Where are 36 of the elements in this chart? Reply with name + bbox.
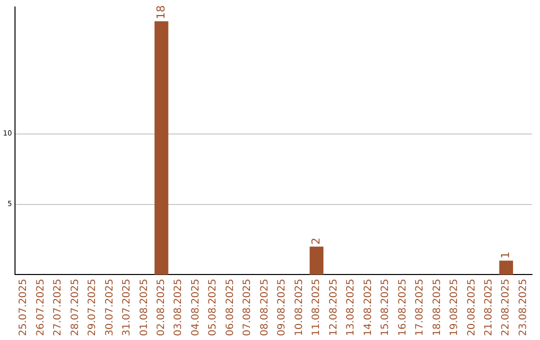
x-tick-label: 16.08.2025	[397, 278, 408, 336]
x-tick-label: 06.08.2025	[224, 278, 236, 336]
x-tick-label: 04.08.2025	[190, 278, 202, 336]
x-tick-label: 15.08.2025	[380, 278, 392, 336]
x-tick-label: 20.08.2025	[466, 278, 478, 336]
x-tick-label: 02.08.2025	[156, 278, 168, 336]
x-tick-label: 30.07.2025	[104, 278, 116, 336]
x-tick-label: 23.08.2025	[518, 278, 529, 336]
x-tick-label: 01.08.2025	[138, 278, 150, 336]
x-tick-label: 11.08.2025	[311, 278, 322, 336]
x-tick-label: 12.08.2025	[328, 278, 340, 336]
x-tick-label: 22.08.2025	[500, 278, 512, 336]
x-tick-label: 25.07.2025	[18, 278, 30, 336]
x-tick-label: 27.07.2025	[52, 278, 64, 336]
x-tick-label: 29.07.2025	[87, 278, 98, 336]
x-tick-label: 10.08.2025	[294, 278, 305, 336]
x-tick-label: 21.08.2025	[484, 278, 495, 336]
x-tick-label: 08.08.2025	[259, 278, 270, 336]
x-tick-label: 03.08.2025	[173, 278, 184, 336]
x-tick-label: 09.08.2025	[276, 278, 288, 336]
x-tick-label: 05.08.2025	[208, 278, 219, 336]
x-tick-label: 14.08.2025	[362, 278, 374, 336]
x-tick-label: 07.08.2025	[242, 278, 254, 336]
x-tick-label: 13.08.2025	[346, 278, 357, 336]
x-tick-label: 19.08.2025	[449, 278, 460, 336]
x-tick-label: 17.08.2025	[414, 278, 426, 336]
data-label: 2	[309, 238, 322, 245]
data-label: 1	[499, 252, 512, 259]
x-tick-label: 26.07.2025	[35, 278, 46, 336]
bar	[310, 246, 324, 275]
bar	[154, 21, 168, 275]
x-tick-label: 31.07.2025	[122, 278, 133, 336]
x-tick-label: 18.08.2025	[432, 278, 443, 336]
data-label: 18	[154, 5, 168, 20]
bar	[499, 260, 514, 275]
x-tick-label: 28.07.2025	[70, 278, 81, 336]
